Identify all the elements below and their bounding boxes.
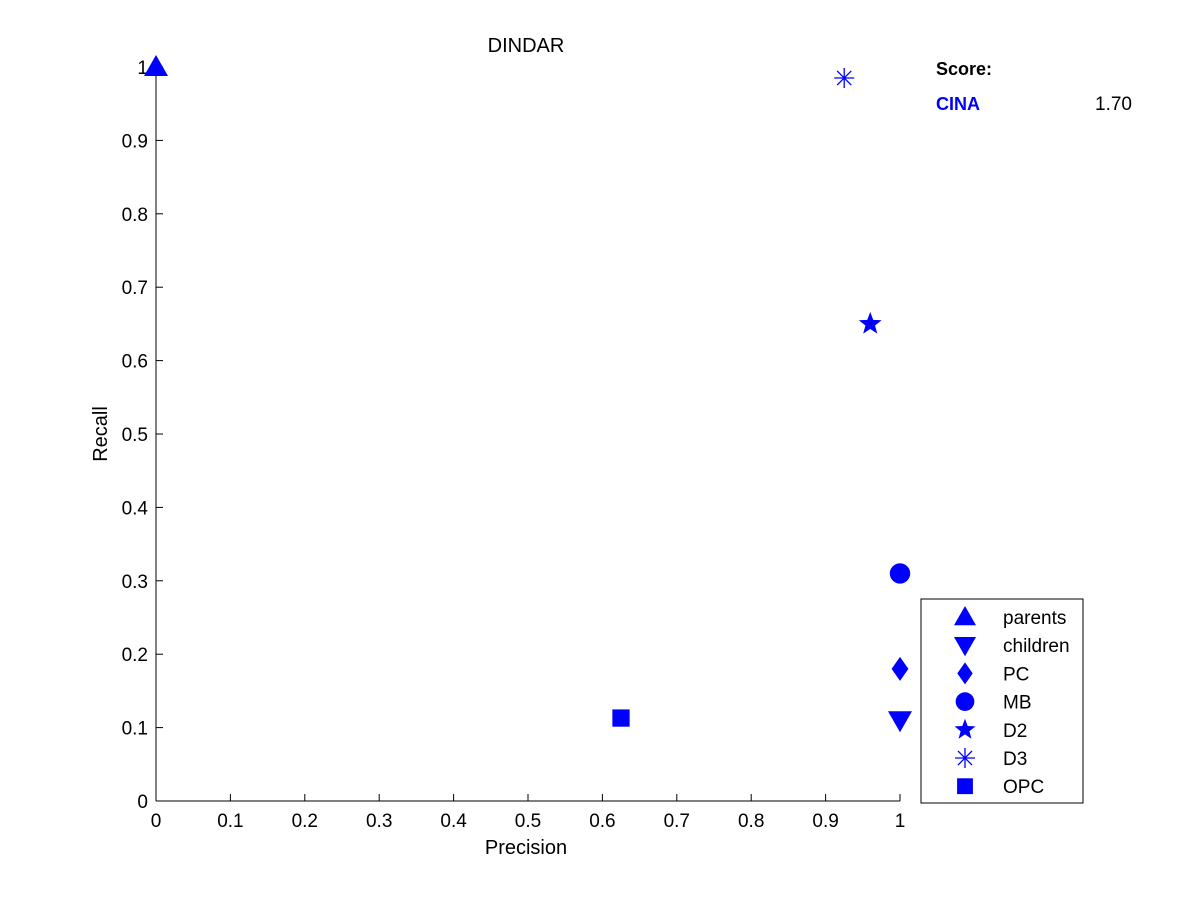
- legend-label: D3: [1003, 749, 1027, 770]
- data-point-pc: [891, 656, 909, 681]
- legend-marker-mb: [955, 692, 975, 711]
- y-tick-label: 0.3: [122, 572, 148, 593]
- score-dataset: CINA: [936, 94, 980, 114]
- data-point-mb: [889, 563, 911, 584]
- x-tick-label: 0.4: [440, 811, 467, 832]
- y-tick-label: 0.4: [122, 498, 149, 519]
- legend-label: PC: [1003, 664, 1029, 685]
- y-tick-label: 0.8: [122, 205, 148, 226]
- legend-box: [920, 598, 1084, 804]
- y-tick-label: 0: [137, 792, 148, 813]
- chart-title: DINDAR: [488, 35, 565, 57]
- y-tick-label: 0.1: [122, 719, 148, 740]
- x-tick-label: 0.7: [664, 811, 690, 832]
- data-point-children: [888, 711, 912, 733]
- x-tick-label: 0: [151, 811, 162, 832]
- x-tick-label: 0.1: [217, 811, 243, 832]
- y-tick-label: 0.7: [122, 278, 148, 299]
- y-tick-label: 1: [137, 58, 148, 79]
- y-tick-label: 0.5: [122, 425, 148, 446]
- y-axis-label: Recall: [90, 406, 112, 462]
- legend-marker-children: [954, 636, 976, 657]
- legend-label: OPC: [1003, 777, 1044, 798]
- legend-marker-pc: [957, 662, 973, 685]
- x-tick-label: 0.9: [812, 811, 838, 832]
- y-tick-label: 0.2: [122, 645, 148, 666]
- data-point-opc: [612, 709, 630, 727]
- x-tick-label: 0.8: [738, 811, 764, 832]
- data-point-d2: [858, 311, 882, 334]
- legend-marker-d3: [955, 748, 975, 768]
- legend-marker-parents: [954, 606, 976, 626]
- legend-label: parents: [1003, 608, 1066, 629]
- x-axis-label: Precision: [485, 837, 567, 859]
- legend-label: children: [1003, 636, 1070, 657]
- x-tick-label: 0.6: [589, 811, 615, 832]
- data-point-d3: [834, 68, 855, 89]
- data-point-parents: [144, 55, 168, 76]
- y-tick-label: 0.9: [122, 131, 148, 152]
- x-tick-label: 0.2: [292, 811, 318, 832]
- legend-label: D2: [1003, 721, 1027, 742]
- asterisk-stroke: [957, 750, 973, 766]
- legend-marker-d2: [954, 718, 976, 739]
- x-tick-label: 0.3: [366, 811, 392, 832]
- legend-marker-opc: [957, 778, 973, 795]
- y-tick-label: 0.6: [122, 352, 148, 373]
- asterisk-stroke: [836, 70, 852, 86]
- score-value: 1.70: [1095, 94, 1132, 115]
- x-tick-label: 0.5: [515, 811, 541, 832]
- x-tick-label: 1: [895, 811, 906, 832]
- legend-label: MB: [1003, 693, 1032, 714]
- score-header: Score:: [936, 59, 992, 79]
